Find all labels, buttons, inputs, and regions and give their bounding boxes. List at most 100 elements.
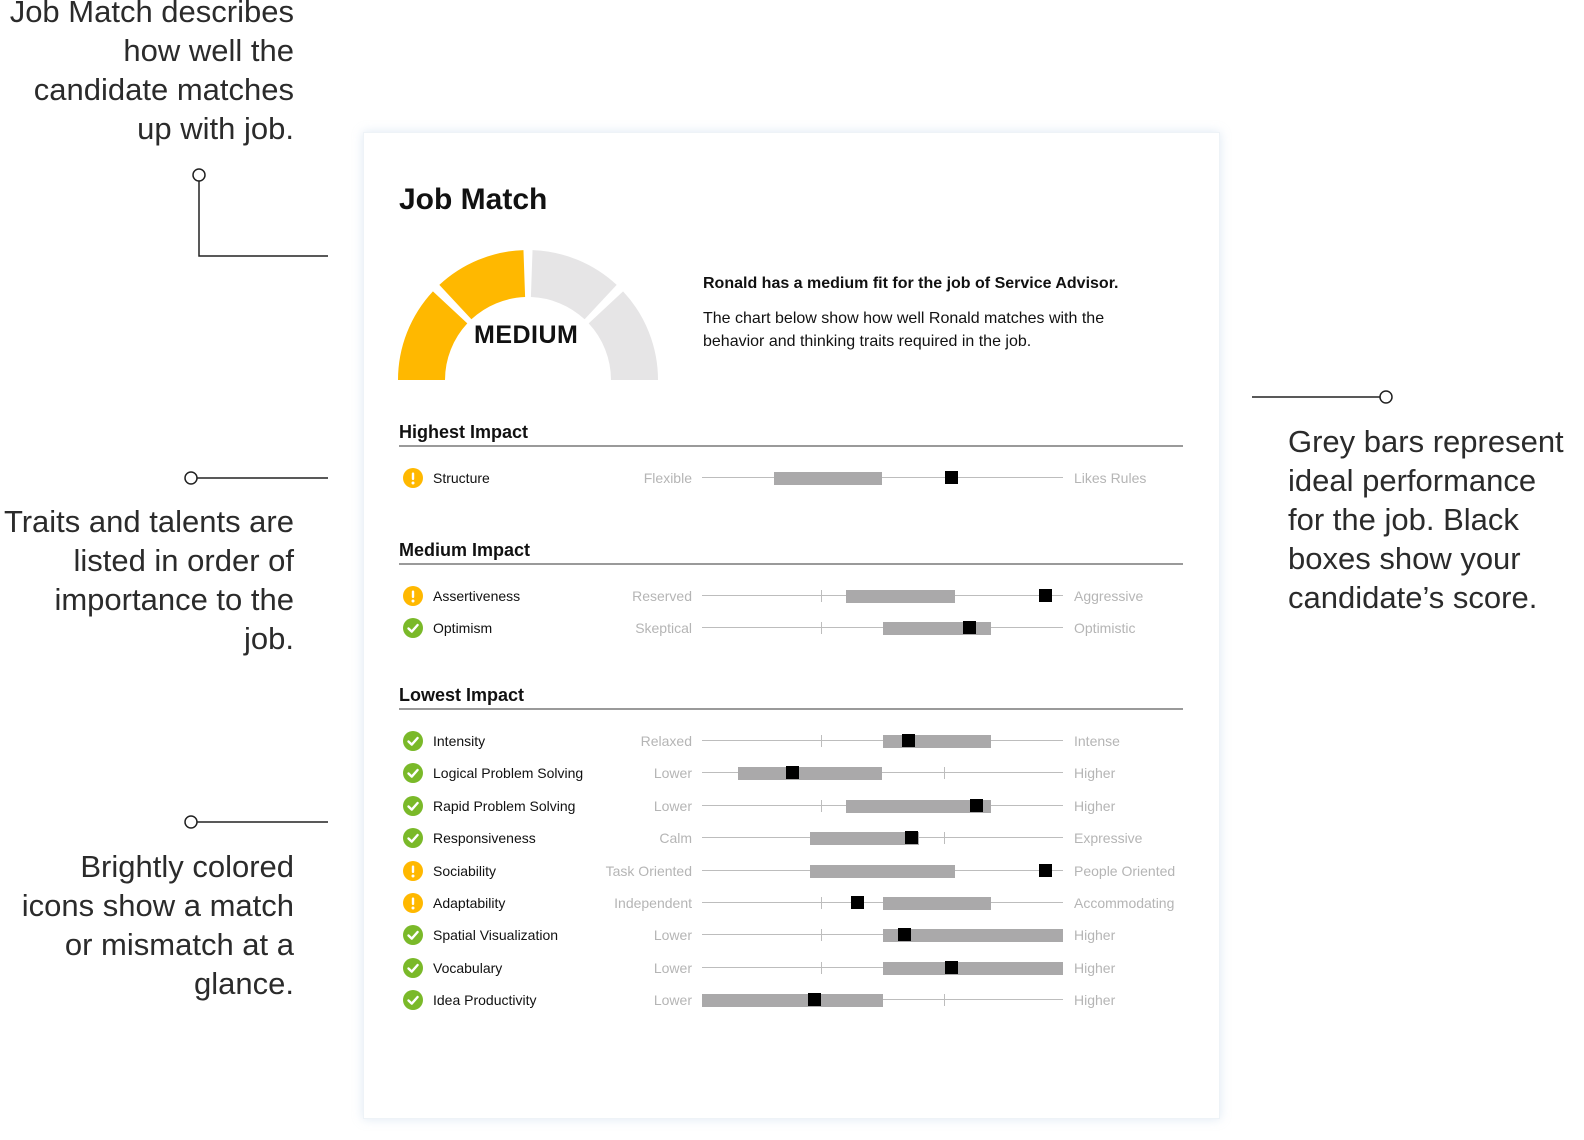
trait-row: Spatial Visualization Lower Higher: [399, 923, 1199, 947]
candidate-score-box: [945, 471, 959, 484]
scale-high-label: Higher: [1074, 797, 1116, 814]
trait-row: Rapid Problem Solving Lower Higher: [399, 794, 1199, 818]
scale-tick: [821, 799, 823, 812]
scale-low-label: Relaxed: [640, 733, 692, 749]
scale-low-label: Skeptical: [635, 620, 692, 637]
trait-scale: [702, 584, 1063, 608]
ideal-range-bar: [774, 472, 883, 485]
candidate-score-box: [970, 798, 984, 812]
scale-low-label: Flexible: [643, 470, 692, 486]
exclamation-circle-icon: [403, 468, 423, 488]
scale-low-label: Independent: [614, 895, 692, 911]
scale-low-label: Calm: [659, 830, 692, 847]
scale-high-label: Optimistic: [1074, 620, 1136, 637]
fit-gauge-label: MEDIUM: [474, 321, 579, 349]
trait-scale: [702, 956, 1063, 980]
scale-line: [702, 772, 1063, 774]
trait-name: Logical Problem Solving: [433, 765, 584, 782]
annotation-icons: Brightly colored icons show a match or m…: [21, 849, 294, 1001]
trait-row: Structure Flexible Likes Rules: [399, 466, 1199, 490]
exclamation-circle-icon: [403, 860, 423, 881]
section-title: Lowest Impact: [399, 685, 1183, 710]
scale-low-label: Task Oriented: [605, 862, 692, 879]
scale-high-label: Aggressive: [1074, 588, 1144, 604]
trait-row: Vocabulary Lower Higher: [399, 956, 1199, 980]
ideal-range-bar: [846, 590, 955, 603]
ideal-range-bar: [882, 961, 1063, 975]
gauge-segment-1: [398, 291, 468, 380]
exclamation-circle-icon: [403, 893, 423, 913]
trait-row: Idea Productivity Lower Higher: [399, 988, 1199, 1012]
scale-tick: [943, 767, 945, 780]
section-title: Medium Impact: [399, 540, 1183, 565]
ideal-range-bar: [738, 767, 883, 781]
fit-summary-headline: Ronald has a medium fit for the job of S…: [703, 275, 1119, 292]
gauge-segment-4: [588, 291, 658, 380]
scale-low-label: Lower: [653, 765, 692, 782]
candidate-score-box: [807, 993, 821, 1007]
trait-scale: [702, 616, 1063, 640]
annotation-traits-order: Traits and talents are listed in order o…: [3, 504, 294, 656]
trait-name: Idea Productivity: [433, 992, 537, 1009]
scale-low-label: Lower: [653, 797, 692, 814]
report-title: Job Match: [399, 183, 548, 216]
annotation-job-match: Job Match describes how well the candida…: [9, 0, 294, 146]
scale-low-label: Lower: [653, 992, 692, 1009]
fit-summary: Ronald has a medium fit for the job of S…: [703, 273, 1163, 353]
connector-icons-dot: [184, 815, 198, 829]
scale-tick: [821, 590, 823, 602]
check-circle-icon: [403, 618, 423, 639]
check-circle-icon: [403, 990, 423, 1011]
check-circle-icon: [403, 763, 423, 784]
trait-scale: [702, 859, 1063, 883]
gauge-segment-3: [530, 250, 617, 320]
job-match-report-card: Job Match MEDIUM Ronald has a medium fit…: [363, 132, 1220, 1119]
fit-gauge: [398, 250, 658, 380]
trait-name: Adaptability: [433, 895, 506, 911]
trait-row: Responsiveness Calm Expressive: [399, 826, 1199, 850]
scale-high-label: Likes Rules: [1074, 470, 1147, 486]
candidate-score-box: [901, 734, 915, 747]
scale-tick: [821, 961, 823, 974]
ideal-range-bar: [846, 799, 991, 813]
candidate-score-box: [1038, 863, 1052, 877]
fit-summary-description: The chart below show how well Ronald mat…: [703, 310, 1105, 350]
scale-line: [702, 477, 1063, 478]
scale-tick: [943, 832, 945, 845]
trait-scale: [702, 794, 1063, 818]
exclamation-circle-icon: [403, 586, 423, 606]
candidate-score-box: [945, 960, 959, 974]
trait-name: Intensity: [433, 733, 486, 749]
trait-name: Responsiveness: [433, 830, 536, 847]
trait-name: Structure: [433, 470, 490, 486]
trait-scale: [702, 923, 1063, 947]
gauge-segment-2: [439, 250, 526, 320]
connector-bars-dot: [1379, 390, 1393, 404]
trait-name: Optimism: [433, 620, 493, 637]
connector-traits-order-dot: [184, 471, 198, 485]
trait-scale: [702, 891, 1063, 915]
candidate-score-box: [1038, 589, 1052, 602]
scale-tick: [821, 929, 823, 942]
ideal-range-bar: [882, 929, 1063, 943]
scale-high-label: Higher: [1074, 765, 1116, 782]
trait-row: Assertiveness Reserved Aggressive: [399, 584, 1199, 608]
check-circle-icon: [403, 828, 423, 849]
scale-high-label: Intense: [1074, 733, 1120, 749]
candidate-score-box: [898, 928, 912, 942]
scale-tick: [821, 735, 823, 747]
annotation-bars: Grey bars represent ideal performance fo…: [1288, 424, 1564, 615]
scale-line: [702, 999, 1063, 1001]
trait-row: Logical Problem Solving Lower Higher: [399, 761, 1199, 785]
scale-tick: [821, 622, 823, 635]
ideal-range-bar: [810, 832, 919, 846]
scale-low-label: Lower: [653, 927, 692, 944]
trait-scale: [702, 988, 1063, 1012]
section-title: Highest Impact: [399, 422, 1183, 447]
check-circle-icon: [403, 731, 423, 751]
check-circle-icon: [403, 795, 423, 816]
scale-high-label: Higher: [1074, 959, 1116, 976]
trait-name: Rapid Problem Solving: [433, 797, 576, 814]
trait-scale: [702, 761, 1063, 785]
connector-job-match-dot: [192, 168, 206, 182]
